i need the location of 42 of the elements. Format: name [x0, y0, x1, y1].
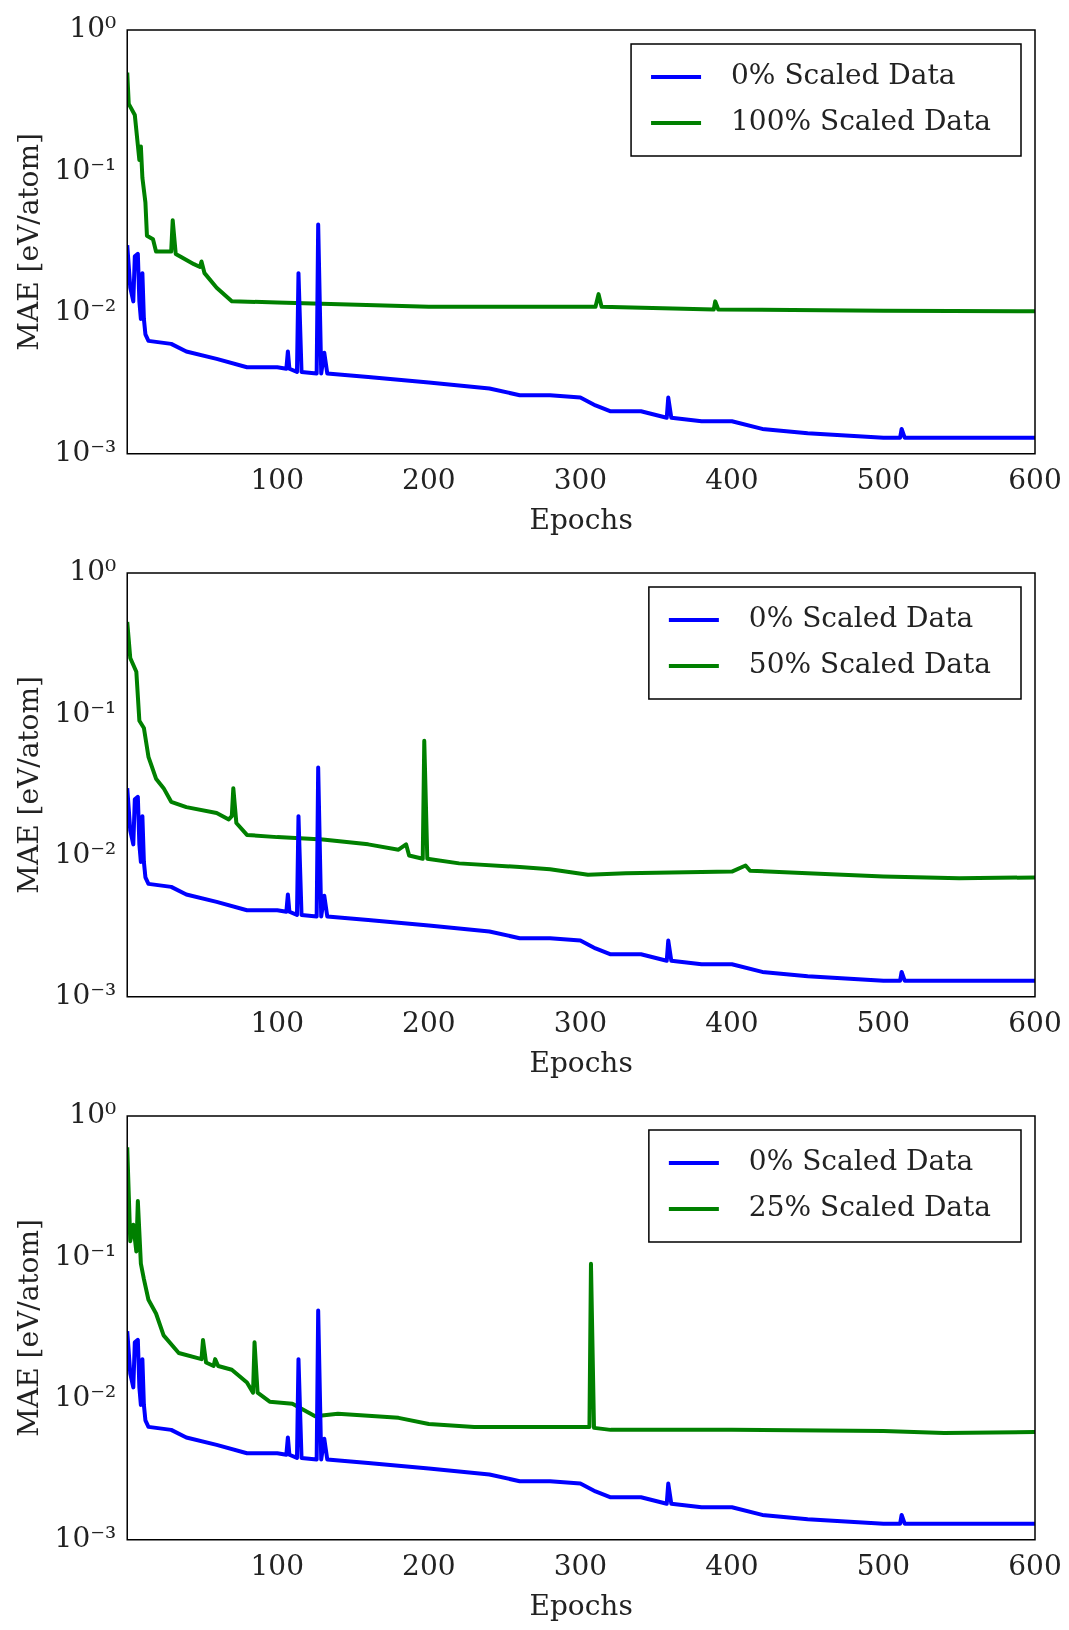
x-axis-title: Epochs	[529, 503, 633, 537]
y-tick-label: 10⁰	[69, 11, 117, 45]
y-axis-title: MAE [eV/atom]	[12, 133, 46, 351]
y-tick-label: 10⁻³	[54, 435, 117, 469]
y-tick-label: 10⁻³	[54, 978, 117, 1012]
x-tick-label: 100	[250, 462, 304, 496]
x-tick-label: 500	[856, 1548, 911, 1582]
legend-label: 0% Scaled Data	[748, 601, 974, 635]
x-tick-label: 500	[856, 462, 911, 496]
y-tick-label: 10⁻¹	[54, 1238, 117, 1272]
y-tick-label: 10⁻¹	[54, 695, 117, 729]
x-tick-label: 500	[856, 1005, 911, 1039]
x-tick-label: 400	[705, 462, 759, 496]
x-tick-label: 300	[553, 462, 608, 496]
legend-label: 0% Scaled Data	[748, 1144, 974, 1178]
legend-label: 25% Scaled Data	[748, 1190, 992, 1224]
x-tick-label: 600	[1008, 1005, 1062, 1039]
legend-label: 100% Scaled Data	[731, 104, 992, 138]
y-tick-label: 10⁻²	[54, 836, 117, 870]
x-tick-label: 400	[705, 1005, 759, 1039]
y-tick-label: 10⁻²	[54, 1379, 117, 1413]
y-tick-label: 10⁰	[69, 554, 117, 588]
y-tick-label: 10⁻²	[54, 293, 117, 327]
x-tick-label: 200	[402, 1005, 456, 1039]
x-tick-label: 600	[1008, 462, 1062, 496]
y-axis-title: MAE [eV/atom]	[12, 676, 46, 894]
x-tick-label: 200	[402, 462, 456, 496]
x-tick-label: 100	[250, 1005, 304, 1039]
x-tick-label: 300	[553, 1548, 608, 1582]
x-tick-label: 100	[250, 1548, 304, 1582]
y-axis-title: MAE [eV/atom]	[12, 1219, 46, 1437]
x-tick-label: 200	[402, 1548, 456, 1582]
x-tick-label: 400	[705, 1548, 759, 1582]
y-tick-label: 10⁻¹	[54, 152, 117, 186]
legend-label: 50% Scaled Data	[748, 647, 992, 681]
x-tick-label: 600	[1008, 1548, 1062, 1582]
x-tick-label: 300	[553, 1005, 608, 1039]
y-tick-label: 10⁰	[69, 1097, 117, 1131]
x-axis-title: Epochs	[529, 1046, 633, 1080]
legend-label: 0% Scaled Data	[731, 58, 956, 92]
y-tick-label: 10⁻³	[54, 1521, 117, 1555]
x-axis-title: Epochs	[529, 1589, 633, 1623]
